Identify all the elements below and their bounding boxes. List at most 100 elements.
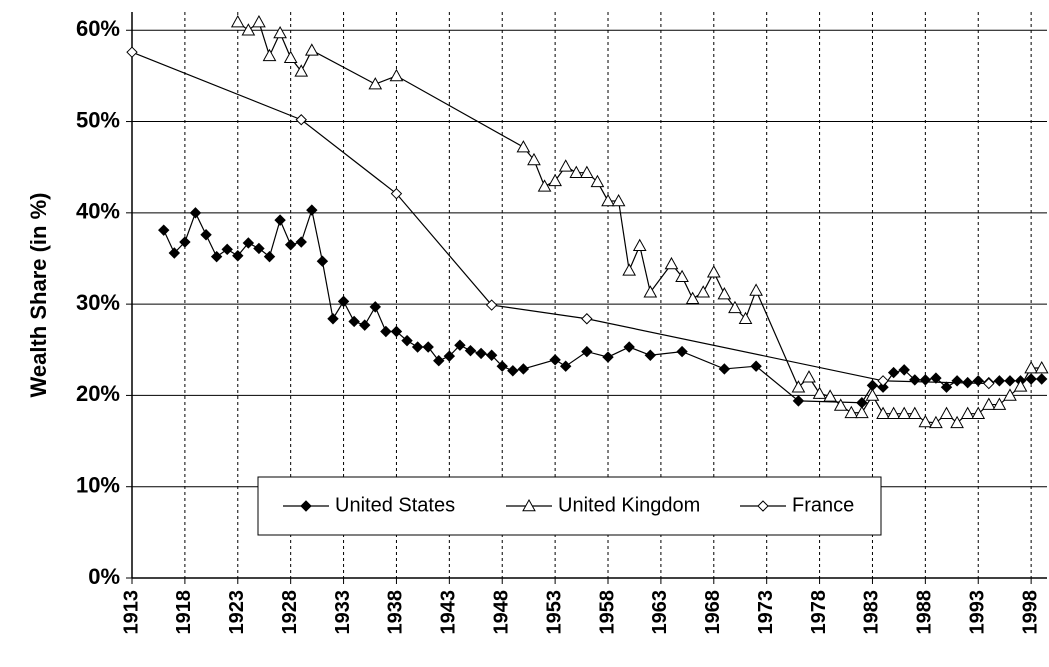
marker	[507, 365, 519, 377]
marker	[295, 114, 307, 126]
marker	[664, 256, 679, 270]
marker	[706, 265, 721, 278]
marker	[676, 345, 688, 358]
marker	[802, 370, 816, 383]
marker	[951, 375, 963, 387]
marker	[675, 269, 689, 283]
marker	[792, 395, 805, 407]
x-tick-label: 1988	[914, 590, 936, 635]
marker	[981, 397, 996, 410]
marker	[316, 255, 329, 267]
marker	[611, 193, 626, 207]
marker	[971, 406, 986, 419]
marker	[950, 415, 964, 429]
marker	[728, 300, 742, 314]
y-axis-label: Wealth Share (in %)	[26, 193, 51, 398]
marker	[738, 311, 753, 325]
marker	[200, 229, 212, 241]
marker	[1013, 379, 1028, 392]
marker	[283, 50, 298, 63]
marker	[876, 406, 890, 419]
marker	[189, 207, 202, 219]
marker	[126, 46, 138, 58]
marker	[601, 193, 615, 207]
marker	[833, 398, 848, 411]
marker	[823, 389, 837, 402]
marker	[886, 406, 901, 419]
x-tick-label: 1973	[755, 590, 777, 635]
marker	[273, 25, 287, 39]
marker	[602, 351, 614, 363]
marker	[685, 291, 700, 304]
marker	[580, 165, 594, 178]
marker	[992, 397, 1007, 410]
marker	[517, 363, 530, 375]
marker	[401, 334, 413, 347]
marker	[623, 341, 635, 353]
marker	[887, 366, 900, 379]
marker	[485, 299, 498, 311]
marker	[230, 15, 245, 28]
marker	[559, 360, 572, 372]
marker	[241, 23, 256, 36]
y-tick-label: 20%	[76, 381, 120, 406]
marker	[252, 15, 266, 28]
x-tick-label: 1948	[491, 590, 513, 635]
marker	[389, 68, 404, 82]
marker	[232, 250, 244, 262]
marker	[844, 405, 859, 419]
marker	[179, 236, 191, 248]
marker	[158, 224, 170, 236]
marker	[897, 406, 912, 419]
marker	[865, 388, 880, 401]
marker	[454, 339, 466, 351]
x-tick-label: 1923	[226, 590, 248, 635]
marker	[548, 173, 562, 187]
x-tick-label: 1998	[1019, 590, 1041, 635]
x-tick-label: 1978	[808, 590, 830, 635]
marker	[1036, 373, 1048, 385]
x-tick-label: 1943	[438, 590, 460, 635]
marker	[522, 498, 536, 512]
marker	[717, 287, 732, 300]
marker	[443, 350, 456, 362]
series-line	[131, 51, 989, 385]
marker	[537, 179, 552, 192]
marker	[812, 386, 827, 399]
marker	[1034, 361, 1049, 374]
marker	[284, 239, 297, 251]
y-tick-label: 10%	[76, 473, 120, 498]
marker	[433, 355, 445, 367]
legend-label: United States	[335, 494, 455, 516]
marker	[643, 285, 658, 298]
marker	[569, 165, 584, 178]
marker	[304, 43, 319, 56]
marker	[294, 64, 309, 77]
marker	[749, 283, 763, 296]
marker	[263, 250, 276, 263]
marker	[644, 349, 657, 361]
marker	[877, 375, 889, 387]
legend-label: France	[792, 494, 854, 516]
x-tick-label: 1983	[861, 590, 883, 635]
y-tick-label: 30%	[76, 290, 120, 315]
marker	[983, 377, 995, 390]
x-tick-label: 1963	[649, 590, 671, 635]
marker	[369, 301, 382, 313]
y-tick-label: 50%	[76, 107, 120, 132]
marker	[359, 319, 371, 331]
marker	[411, 341, 424, 353]
marker	[919, 374, 932, 386]
marker	[368, 77, 383, 90]
marker	[1024, 361, 1038, 374]
y-tick-label: 40%	[76, 199, 120, 224]
marker	[581, 345, 593, 358]
marker	[306, 204, 318, 216]
x-tick-label: 1958	[596, 590, 618, 635]
marker	[877, 381, 889, 393]
marker	[1003, 388, 1017, 401]
marker	[907, 406, 922, 419]
marker	[961, 376, 974, 389]
marker	[632, 238, 647, 252]
